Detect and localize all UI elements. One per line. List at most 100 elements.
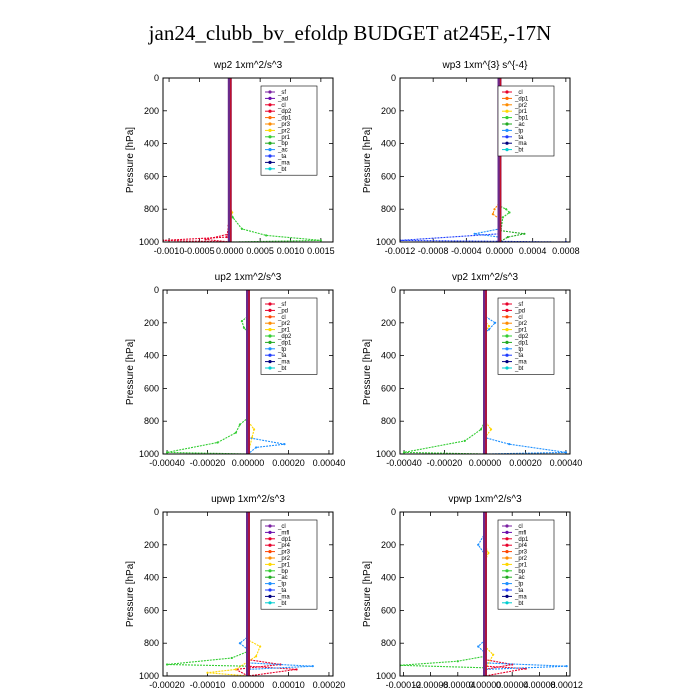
x-tick-label: 0.0005 xyxy=(246,246,274,256)
legend-marker xyxy=(505,96,509,100)
x-tick-label: -0.00008 xyxy=(413,680,449,690)
plot-frame xyxy=(399,77,571,243)
legend-marker xyxy=(505,353,509,357)
y-tick-label: 1000 xyxy=(376,237,396,247)
legend-entry: _dp1 xyxy=(514,537,529,543)
legend-marker xyxy=(268,154,272,158)
legend-marker xyxy=(505,575,509,579)
series-point xyxy=(319,239,322,242)
legend-marker xyxy=(268,109,272,113)
y-tick-label: 800 xyxy=(381,204,396,214)
y-tick-label: 600 xyxy=(381,171,396,181)
legend-marker xyxy=(268,135,272,139)
legend-entry: _ta xyxy=(277,154,287,160)
legend-marker xyxy=(505,116,509,120)
x-tick-label: -0.0010 xyxy=(154,246,185,256)
legend-entry: _pr1 xyxy=(514,328,528,334)
legend-marker xyxy=(268,556,272,560)
x-tick-label: 0.00040 xyxy=(550,458,583,468)
y-tick-label: 400 xyxy=(144,139,159,149)
legend-entry: _ta xyxy=(514,135,524,141)
chart-panel-4: vp2 1xm^2/s^3 Pressure [hPa] 0 200 400 600 800… xyxy=(362,272,582,468)
series-point xyxy=(506,235,509,239)
series-point xyxy=(477,543,480,546)
y-tick-label: 200 xyxy=(144,106,159,116)
series-line-dp2 xyxy=(205,78,231,242)
legend-entry: _dp1 xyxy=(514,96,529,102)
series-line-bp xyxy=(400,512,486,676)
legend-marker xyxy=(268,315,272,319)
chart-panel-2: wp3 1xm^{3} s^{-4} Pressure [hPa] 0 200 400 6… xyxy=(362,60,580,256)
legend-entry: _dp1 xyxy=(514,340,529,346)
legend-marker xyxy=(268,302,272,306)
y-tick-label: 600 xyxy=(381,605,396,615)
legend-entry: _pr2 xyxy=(514,103,528,109)
legend-marker xyxy=(268,116,272,120)
legend-marker xyxy=(268,530,272,535)
y-tick-label: 600 xyxy=(144,171,159,181)
series-point xyxy=(252,428,256,431)
y-tick-label: 400 xyxy=(144,351,159,361)
legend-entry: _sf xyxy=(277,302,286,308)
legend-entry: _dp1 xyxy=(277,116,292,122)
legend: _cl_mfl_dp1_pr4_pr3_pr2_pr1_bp_ac_tp_ta_… xyxy=(497,519,555,610)
panel-title: wp3 1xm^{3} s^{-4} xyxy=(442,60,529,71)
x-tick-label: 0.00000 xyxy=(469,458,502,468)
y-tick-label: 0 xyxy=(154,507,159,517)
series-point xyxy=(234,668,237,671)
series-point xyxy=(206,671,209,674)
series-point xyxy=(402,451,406,454)
legend-entry: _ta xyxy=(514,588,524,594)
legend-marker xyxy=(505,109,509,113)
legend-entry: _bp xyxy=(514,569,526,575)
series-point xyxy=(311,665,314,668)
y-tick-label: 1000 xyxy=(139,237,159,247)
legend-entry: _ta xyxy=(277,588,287,594)
series-point xyxy=(564,451,568,454)
x-tick-label: 0.00012 xyxy=(550,680,583,690)
legend-entry: _cl xyxy=(277,103,286,109)
series-point xyxy=(501,216,504,219)
legend-entry: _mfl xyxy=(514,530,526,536)
series-point xyxy=(487,551,490,555)
y-tick-label: 0 xyxy=(391,507,396,517)
legend-marker xyxy=(268,347,272,351)
x-tick-label: -0.00004 xyxy=(440,680,476,690)
legend-marker xyxy=(505,556,509,560)
y-tick-label: 600 xyxy=(144,605,159,615)
chart-panel-3: up2 1xm^2/s^3 Pressure [hPa] 0 200 400 600 800… xyxy=(125,272,345,468)
legend: _sf_ad_cl_dp2_dp1_pr3_pr2_pr1_bp_ac_ta_m… xyxy=(260,85,318,176)
legend-entry: _ac xyxy=(277,575,288,581)
legend-marker xyxy=(268,340,272,344)
series-point xyxy=(487,328,491,331)
y-tick-label: 800 xyxy=(381,638,396,648)
series-point xyxy=(295,668,298,671)
plot-frame xyxy=(399,289,571,455)
series-point xyxy=(456,660,459,663)
legend-marker xyxy=(505,302,509,306)
legend-entry: _pr2 xyxy=(514,321,528,327)
x-tick-label: 0.00010 xyxy=(272,680,305,690)
series-point xyxy=(265,234,268,237)
series-line-cl xyxy=(163,78,231,242)
legend-entry: _pr1 xyxy=(277,135,291,141)
legend-marker xyxy=(268,122,272,126)
legend-entry: _ma xyxy=(277,594,290,600)
legend-entry: _mfl xyxy=(277,530,289,536)
x-tick-label: 0.00040 xyxy=(313,458,346,468)
y-tick-label: 1000 xyxy=(376,671,396,681)
y-tick-label: 200 xyxy=(144,318,159,328)
series-point xyxy=(505,208,508,211)
legend-entry: _dp1 xyxy=(277,340,292,346)
legend-marker xyxy=(268,601,272,605)
x-tick-label: -0.00010 xyxy=(190,680,226,690)
legend-entry: _pr2 xyxy=(277,128,291,134)
legend-marker xyxy=(268,582,272,586)
legend-entry: _bp1 xyxy=(514,116,529,122)
series-point xyxy=(259,645,262,648)
x-tick-label: -0.0005 xyxy=(184,246,215,256)
legend-entry: _pr1 xyxy=(514,562,528,568)
y-tick-label: 1000 xyxy=(139,671,159,681)
legend-marker xyxy=(505,321,509,325)
legend-entry: _ac xyxy=(514,575,525,581)
